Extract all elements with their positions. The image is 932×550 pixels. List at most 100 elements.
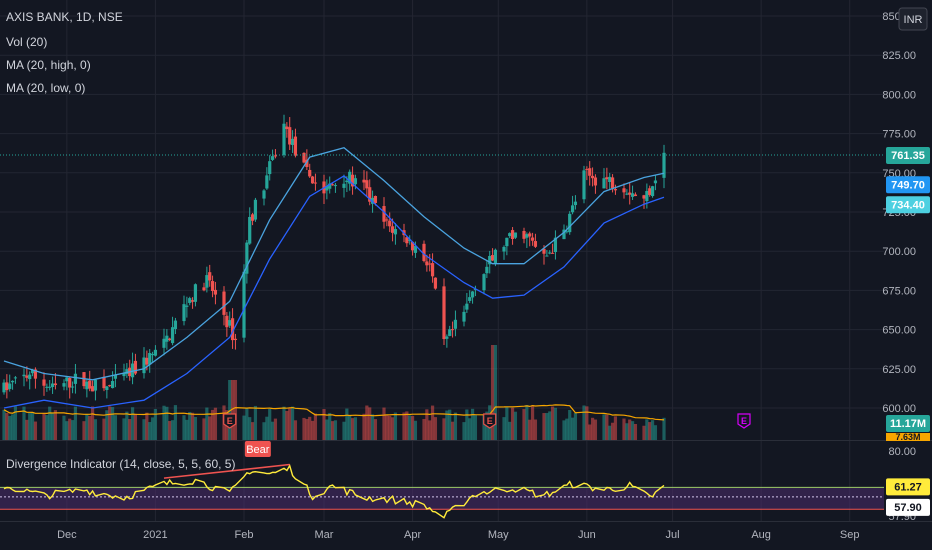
volume-bar — [13, 406, 18, 440]
volume-bar — [345, 408, 349, 440]
earnings-marker[interactable]: E — [737, 413, 751, 429]
legend-oscillator[interactable]: Divergence Indicator (14, close, 5, 5, 6… — [6, 457, 235, 471]
candle-body — [285, 126, 289, 130]
candle-body — [113, 374, 118, 379]
candle-body — [633, 194, 638, 197]
volume-bar — [505, 406, 509, 440]
candle-body — [425, 261, 429, 266]
legend[interactable]: AXIS BANK, 1D, NSE Vol (20) MA (20, high… — [6, 10, 235, 471]
volume-bar — [522, 409, 526, 440]
price-tick-label: 650.00 — [882, 325, 916, 337]
candle-body — [413, 245, 418, 253]
candle-body — [548, 252, 552, 254]
volume-bar — [393, 412, 398, 440]
price-tick-label: 600.00 — [882, 403, 916, 415]
volume-bar — [108, 406, 112, 440]
candle-body — [328, 183, 332, 189]
volume-bar — [382, 407, 386, 440]
time-tick-label: Jun — [578, 529, 596, 541]
candle-body — [645, 191, 649, 202]
candle-body — [5, 382, 9, 391]
volume-bar — [8, 415, 12, 440]
candle-body — [68, 377, 72, 388]
candle-body — [428, 263, 432, 265]
candle-body — [390, 226, 395, 233]
candle-body — [93, 379, 98, 391]
volume-bar — [248, 417, 252, 440]
candle-body — [622, 188, 626, 193]
volume-bar — [648, 422, 652, 440]
volume-bar — [653, 425, 658, 440]
volume-bar — [348, 415, 352, 440]
candle-body — [345, 180, 349, 183]
volume-bar — [105, 410, 109, 440]
price-tick-label: 775.00 — [882, 129, 916, 141]
volume-bar — [570, 417, 575, 440]
volume-bar — [73, 406, 78, 440]
ma-low-line — [3, 175, 665, 409]
candle-body — [542, 248, 546, 254]
candle-body — [208, 272, 212, 281]
volume-bar — [268, 408, 272, 440]
volume-bar — [530, 405, 535, 440]
volume-bar — [133, 413, 138, 440]
candle-body — [222, 291, 226, 315]
candle-body — [185, 305, 189, 307]
candle-body — [382, 206, 386, 222]
candle-body — [513, 232, 518, 238]
candle-body — [242, 271, 246, 338]
candle-body — [270, 156, 275, 160]
volume-bar — [308, 416, 312, 440]
volume-bar — [270, 421, 275, 440]
volume-bar — [190, 412, 195, 440]
volume-bar — [148, 422, 152, 440]
volume-bar — [273, 418, 278, 440]
earnings-marker-shape — [737, 413, 751, 429]
candle-body — [313, 182, 318, 184]
earnings-marker-label: E — [741, 416, 747, 426]
volume-bar — [328, 412, 332, 440]
volume-bar — [365, 405, 369, 440]
oscillator-line — [3, 463, 665, 519]
volume-bar — [613, 416, 618, 440]
volume-bar — [602, 414, 606, 440]
candle-body — [533, 241, 538, 247]
volume-bar — [45, 415, 49, 440]
volume-bar — [605, 414, 609, 440]
oscillator-tag — [886, 498, 930, 516]
candle-body — [33, 369, 38, 379]
bear-label-box — [244, 441, 271, 457]
price-axis: 850.00825.00800.00775.00750.00725.00700.… — [882, 11, 916, 415]
candle-body — [630, 193, 635, 197]
legend-ma-low[interactable]: MA (20, low, 0) — [6, 81, 85, 95]
symbol-title[interactable]: AXIS BANK, 1D, NSE — [6, 10, 123, 24]
volume-bar — [362, 413, 366, 440]
candle-body — [305, 159, 309, 168]
legend-ma-high[interactable]: MA (20, high, 0) — [6, 58, 91, 72]
volume-bar — [573, 412, 578, 440]
volume-bar — [428, 420, 432, 440]
candle-body — [388, 220, 392, 227]
volume-bar — [513, 411, 518, 440]
earnings-marker[interactable]: E — [223, 413, 237, 429]
candle-body — [408, 239, 412, 241]
currency-badge[interactable]: INR — [898, 7, 928, 31]
price-axis-panel[interactable] — [884, 0, 932, 522]
volume-bar — [442, 418, 446, 440]
volume-bar — [565, 418, 569, 440]
volume-bar — [368, 407, 372, 440]
candles[interactable] — [2, 114, 666, 401]
earnings-marker-label: E — [227, 416, 233, 426]
volume-bar — [562, 420, 566, 440]
candle-body — [202, 287, 206, 291]
legend-vol[interactable]: Vol (20) — [6, 35, 47, 49]
earnings-marker[interactable]: E — [483, 413, 497, 429]
volume-bar — [642, 425, 646, 440]
candle-body — [308, 169, 312, 177]
time-tick-label: Mar — [315, 529, 334, 541]
volume-bar — [650, 420, 655, 440]
candle-body — [365, 180, 369, 189]
volume-bar — [528, 419, 532, 440]
